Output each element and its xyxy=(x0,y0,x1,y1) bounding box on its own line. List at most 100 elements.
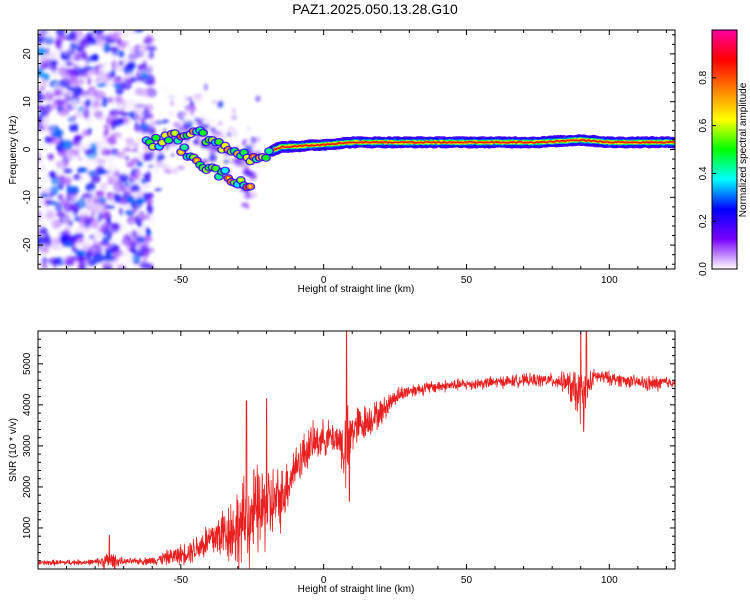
spectrogram-noise-blob xyxy=(136,197,145,206)
snr-panel: -50 0 50 100 1000 2000 3000 4000 5000 Height of … xyxy=(8,330,676,595)
spectrogram-noise-blob xyxy=(165,151,169,159)
spectrogram-noise-blob xyxy=(241,141,247,146)
spectrogram-noise-blob xyxy=(148,103,152,109)
spectrogram-noise-blob xyxy=(232,158,239,163)
spectrogram-noise-blob xyxy=(113,215,121,224)
spectrogram-noise-blob xyxy=(154,178,161,187)
spectrogram-noise-blob xyxy=(103,254,113,263)
spectrogram-noise-blob xyxy=(194,117,201,123)
colorbar-tick-label: 0.8 xyxy=(698,70,709,84)
spectrogram-noise-blob xyxy=(136,161,143,167)
spectrogram-noise-blob xyxy=(48,170,57,180)
spectrogram-noise-blob xyxy=(143,238,149,249)
spectrogram-noise-blob xyxy=(132,147,139,153)
spectrogram-noise-blob xyxy=(255,95,261,102)
spectrogram-noise-blob xyxy=(104,124,110,136)
spectrogram-xtick-label: 0 xyxy=(321,275,327,286)
spectrogram-noise-blob xyxy=(79,241,87,250)
spectrogram-noise-blob xyxy=(48,237,60,248)
spectrogram-noise-blob xyxy=(68,211,77,219)
spectrogram-noise-blob xyxy=(147,160,152,168)
spectrogram-noise-blob xyxy=(48,219,55,229)
spectrogram-noise-blob xyxy=(39,193,50,198)
spectrogram-ridge-blob xyxy=(223,144,227,147)
spectrogram-noise-blob xyxy=(68,228,80,235)
spectrogram-ticks: -50 0 50 100 -20 -10 0 10 20 xyxy=(22,30,675,286)
spectrogram-noise-blob xyxy=(66,184,72,195)
spectrogram-noise-blob xyxy=(212,99,217,105)
spectrogram-noise-blob xyxy=(131,88,137,97)
spectrogram-noise-blob xyxy=(87,77,92,86)
snr-ytick-label: 3000 xyxy=(22,434,33,457)
spectrogram-xtick-label: -50 xyxy=(174,275,189,286)
spectrogram-ridge-blob xyxy=(180,144,188,151)
spectrogram-noise-blob xyxy=(61,147,68,159)
spectrogram-noise-blob xyxy=(38,224,44,230)
spectrogram-noise-blob xyxy=(38,35,44,45)
spectrogram-noise-blob xyxy=(90,46,95,52)
spectrogram-noise-blob xyxy=(73,30,83,39)
spectrogram-noise-blob xyxy=(47,257,60,266)
spectrogram-noise-blob xyxy=(92,238,98,250)
spectrogram-noise-blob xyxy=(172,121,180,129)
spectrogram-noise-blob xyxy=(50,71,57,77)
spectrogram-noise-blob xyxy=(118,60,125,65)
spectrogram-noise-blob xyxy=(148,220,156,229)
colorbar-tick-label: 0.6 xyxy=(698,118,709,132)
spectrogram-noise-blob xyxy=(82,108,90,119)
spectrogram-noise-blob xyxy=(41,120,53,128)
spectrogram-noise-blob xyxy=(92,30,104,35)
colorbar-ticks: 0.0 0.2 0.4 0.6 0.8 xyxy=(698,70,716,276)
spectrogram-noise-blob xyxy=(136,236,145,244)
spectrogram-noise-blob xyxy=(163,172,168,180)
spectrogram-noise-blob xyxy=(106,177,117,186)
spectrogram-noise-blob xyxy=(144,174,150,180)
spectrogram-noise-blob xyxy=(119,265,125,269)
spectrogram-noise-blob xyxy=(146,171,151,175)
spectrogram-noise-blob xyxy=(93,161,105,167)
spectrogram-noise-blob xyxy=(108,259,118,267)
spectrogram-heat-layer xyxy=(38,30,675,269)
spectrogram-noise-blob xyxy=(227,164,237,172)
spectrogram-noise-blob xyxy=(180,117,184,122)
spectrogram-noise-blob xyxy=(155,159,163,168)
spectrogram-noise-blob xyxy=(250,140,256,148)
spectrogram-noise-blob xyxy=(140,178,147,185)
spectrogram-noise-blob xyxy=(47,49,59,56)
spectrogram-noise-blob xyxy=(123,99,135,105)
spectrogram-ridge-blob xyxy=(195,159,199,162)
spectrogram-noise-blob xyxy=(200,102,205,110)
spectrogram-noise-blob xyxy=(136,97,143,104)
spectrogram-ridge xyxy=(141,126,675,192)
spectrogram-noise-blob xyxy=(109,151,118,160)
spectrogram-noise-blob xyxy=(94,190,105,197)
spectrogram-ridge-blob xyxy=(160,141,164,144)
spectrogram-noise-blob xyxy=(75,249,86,257)
spectrogram-noise-blob xyxy=(249,171,257,181)
spectrogram-noise-blob xyxy=(97,115,105,122)
spectrogram-noise-blob xyxy=(185,159,193,167)
spectrogram-noise-blob xyxy=(105,260,110,269)
spectrogram-noise-blob xyxy=(183,107,193,114)
spectrogram-noise-blob xyxy=(178,156,183,163)
spectrogram-noise-blob xyxy=(38,146,46,152)
spectrogram-noise-blob xyxy=(39,30,45,38)
spectrogram-noise-blob xyxy=(72,122,79,133)
spectrogram-noise-blob xyxy=(38,230,46,235)
spectrogram-noise-blob xyxy=(130,184,141,193)
spectrogram-noise-blob xyxy=(145,126,154,130)
spectrogram-noise-blob xyxy=(55,201,61,211)
spectrogram-ridge-blob xyxy=(151,145,155,148)
snr-xtick-label: 50 xyxy=(461,575,473,586)
spectrogram-noise-blob xyxy=(39,43,51,48)
spectrogram-noise-blob xyxy=(128,111,135,119)
spectrogram-noise-blob xyxy=(64,255,76,267)
spectrogram-noise-blob xyxy=(153,165,159,175)
colorbar-tick-label: 0.0 xyxy=(698,262,709,276)
snr-ytick-label: 5000 xyxy=(22,352,33,375)
spectrogram-noise-blob xyxy=(50,123,56,133)
spectrogram-noise-blob xyxy=(104,39,116,44)
spectrogram-noise-blob xyxy=(92,231,104,239)
spectrogram-noise-blob xyxy=(246,144,251,150)
